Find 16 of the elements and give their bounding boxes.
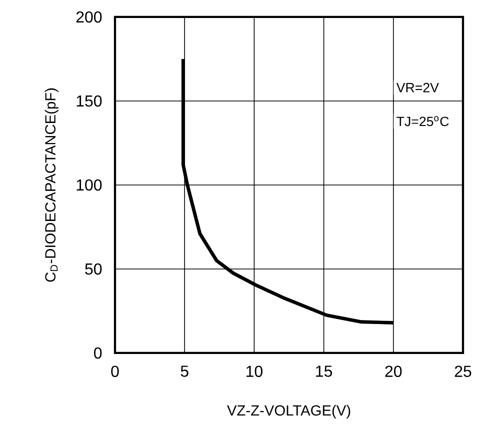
x-tick-label: 10 (246, 366, 262, 378)
y-tick-label: 150 (76, 95, 102, 107)
y-tick-label: 200 (76, 11, 102, 23)
x-tick-label: 15 (316, 366, 332, 377)
x-axis-title: VZ-Z-VOLTAGE(V) (226, 404, 350, 419)
y-tick-label: 50 (85, 263, 102, 275)
annotation: VR=2V (396, 82, 439, 92)
y-tick-label: 100 (76, 179, 102, 191)
y-axis-title: C$_{D}$-DIODECAPACTANCE(pF) (44, 88, 58, 282)
annotation: TJ=25$^{o}$C (396, 116, 449, 126)
x-tick-label: 20 (385, 366, 402, 378)
x-tick-label: 5 (180, 366, 188, 377)
x-tick-label: 0 (111, 366, 119, 378)
x-tick-label: 25 (454, 366, 472, 378)
line-series (181, 57, 396, 324)
y-tick-label: 0 (94, 347, 102, 359)
